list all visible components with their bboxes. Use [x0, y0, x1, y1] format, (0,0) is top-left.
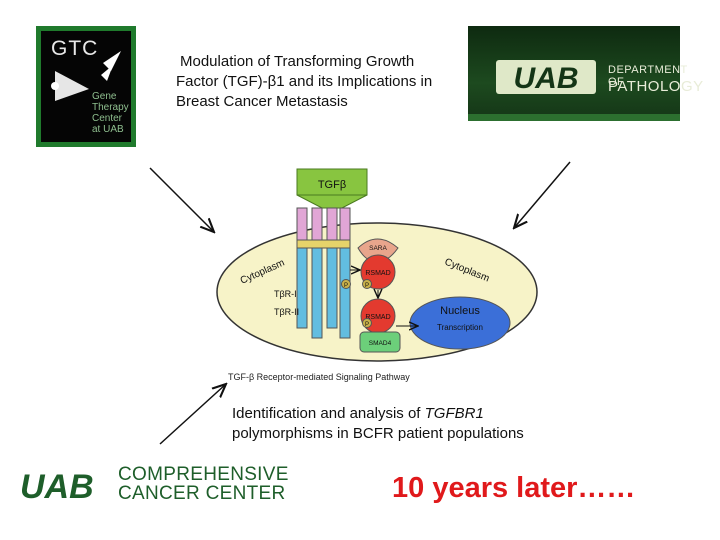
- gtc-subtitle-line: at UAB: [92, 124, 124, 135]
- arrow-gtc-to-diagram: [149, 167, 214, 232]
- ligand-stem: [296, 194, 368, 209]
- uab-mark-text: UAB: [514, 62, 579, 95]
- arrow-pathology-to-diagram: [514, 161, 571, 228]
- pathology-stripe: [468, 114, 680, 121]
- smad4-label: SMAD4: [369, 340, 392, 347]
- arrow-ccc-to-diagram: [159, 384, 226, 445]
- gtc-beam-shape: [55, 71, 89, 101]
- receptor-intracellular: [326, 247, 338, 329]
- uab-mark: UAB: [468, 60, 680, 121]
- gtc-subtitle-line: Center: [92, 113, 123, 124]
- slide-title: Modulation of Transforming Growth Factor…: [176, 52, 466, 112]
- gtc-logo-panel: GTC Gene Therapy Center at UAB: [41, 31, 131, 142]
- diagram-caption: TGF-β Receptor-mediated Signaling Pathwa…: [228, 372, 410, 382]
- signaling-diagram: TGFβ TβR-I TβR-II Cytoplasm Cytoplasm SA…: [216, 168, 538, 362]
- receptor-2-label: TβR-II: [274, 307, 299, 317]
- gtc-logo-subtitle: Gene Therapy Center at UAB: [92, 91, 129, 135]
- gtc-subtitle-line: Gene: [92, 91, 117, 102]
- rsmad-bottom-label: RSMAD: [365, 314, 390, 321]
- receptor-extracellular: [311, 207, 323, 241]
- title-line: Modulation of Transforming Growth: [180, 53, 415, 70]
- ccc-logo: UAB COMPREHENSIVE CANCER CENTER: [18, 464, 288, 504]
- pathology-logo: UAB DEPARTMENT OF PATHOLOGY: [468, 26, 703, 121]
- title-line: Breast Cancer Metastasis: [176, 93, 348, 110]
- ccc-line2: CANCER CENTER: [118, 483, 286, 504]
- description-text: Identification and analysis of TGFBR1 po…: [232, 404, 572, 444]
- gtc-logo-graphic: [51, 51, 121, 101]
- ccc-mark-text: UAB: [20, 468, 94, 504]
- sara-label: SARA: [369, 245, 387, 252]
- description-before: Identification and analysis of: [232, 405, 425, 422]
- tgfb-ligand-box: [296, 168, 368, 196]
- gtc-subtitle-line: Therapy: [92, 102, 129, 113]
- smad4-protein: [359, 331, 401, 353]
- phosphate-label: P: [344, 283, 348, 289]
- description-after: polymorphisms in BCFR patient population…: [232, 425, 524, 442]
- phosphate-label: P: [365, 283, 369, 289]
- ccc-line1: COMPREHENSIVE: [118, 464, 289, 485]
- membrane-band: [296, 239, 351, 249]
- title-line: Factor (TGF)-β1 and its Implications in: [176, 73, 433, 90]
- gtc-source-dot: [51, 82, 59, 90]
- description-gene: TGFBR1: [424, 405, 484, 422]
- receptor-intracellular: [311, 247, 323, 339]
- receptor-1-label: TβR-I: [274, 289, 297, 299]
- pathology-dept-label: DEPARTMENT OF: [608, 64, 688, 88]
- phosphate-label: P: [365, 322, 369, 328]
- phosphate-mark: [362, 318, 372, 328]
- transcription-label: Transcription: [437, 323, 483, 332]
- ccc-uab-mark: UAB: [20, 468, 94, 504]
- gtc-logo-title: GTC: [51, 37, 99, 60]
- receptor-intracellular: [296, 247, 308, 329]
- receptor-intracellular: [339, 247, 351, 339]
- receptor-extracellular: [296, 207, 308, 241]
- rsmad-top-label: RSMAD: [365, 270, 390, 277]
- gtc-spark-shape: [101, 65, 113, 81]
- phosphate-mark: [362, 279, 372, 289]
- pathology-name-label: PATHOLOGY: [608, 78, 704, 95]
- receptor-extracellular: [339, 207, 351, 241]
- gtc-spark-shape: [103, 51, 121, 71]
- ligand-label: TGFβ: [318, 179, 346, 191]
- receptor-extracellular: [326, 207, 338, 241]
- phosphate-mark: [341, 279, 351, 289]
- nucleus-label: Nucleus: [440, 305, 480, 317]
- uab-mark-plate: [496, 60, 596, 94]
- ten-years-later-text: 10 years later……: [392, 472, 636, 504]
- gtc-logo: GTC Gene Therapy Center at UAB: [36, 26, 136, 147]
